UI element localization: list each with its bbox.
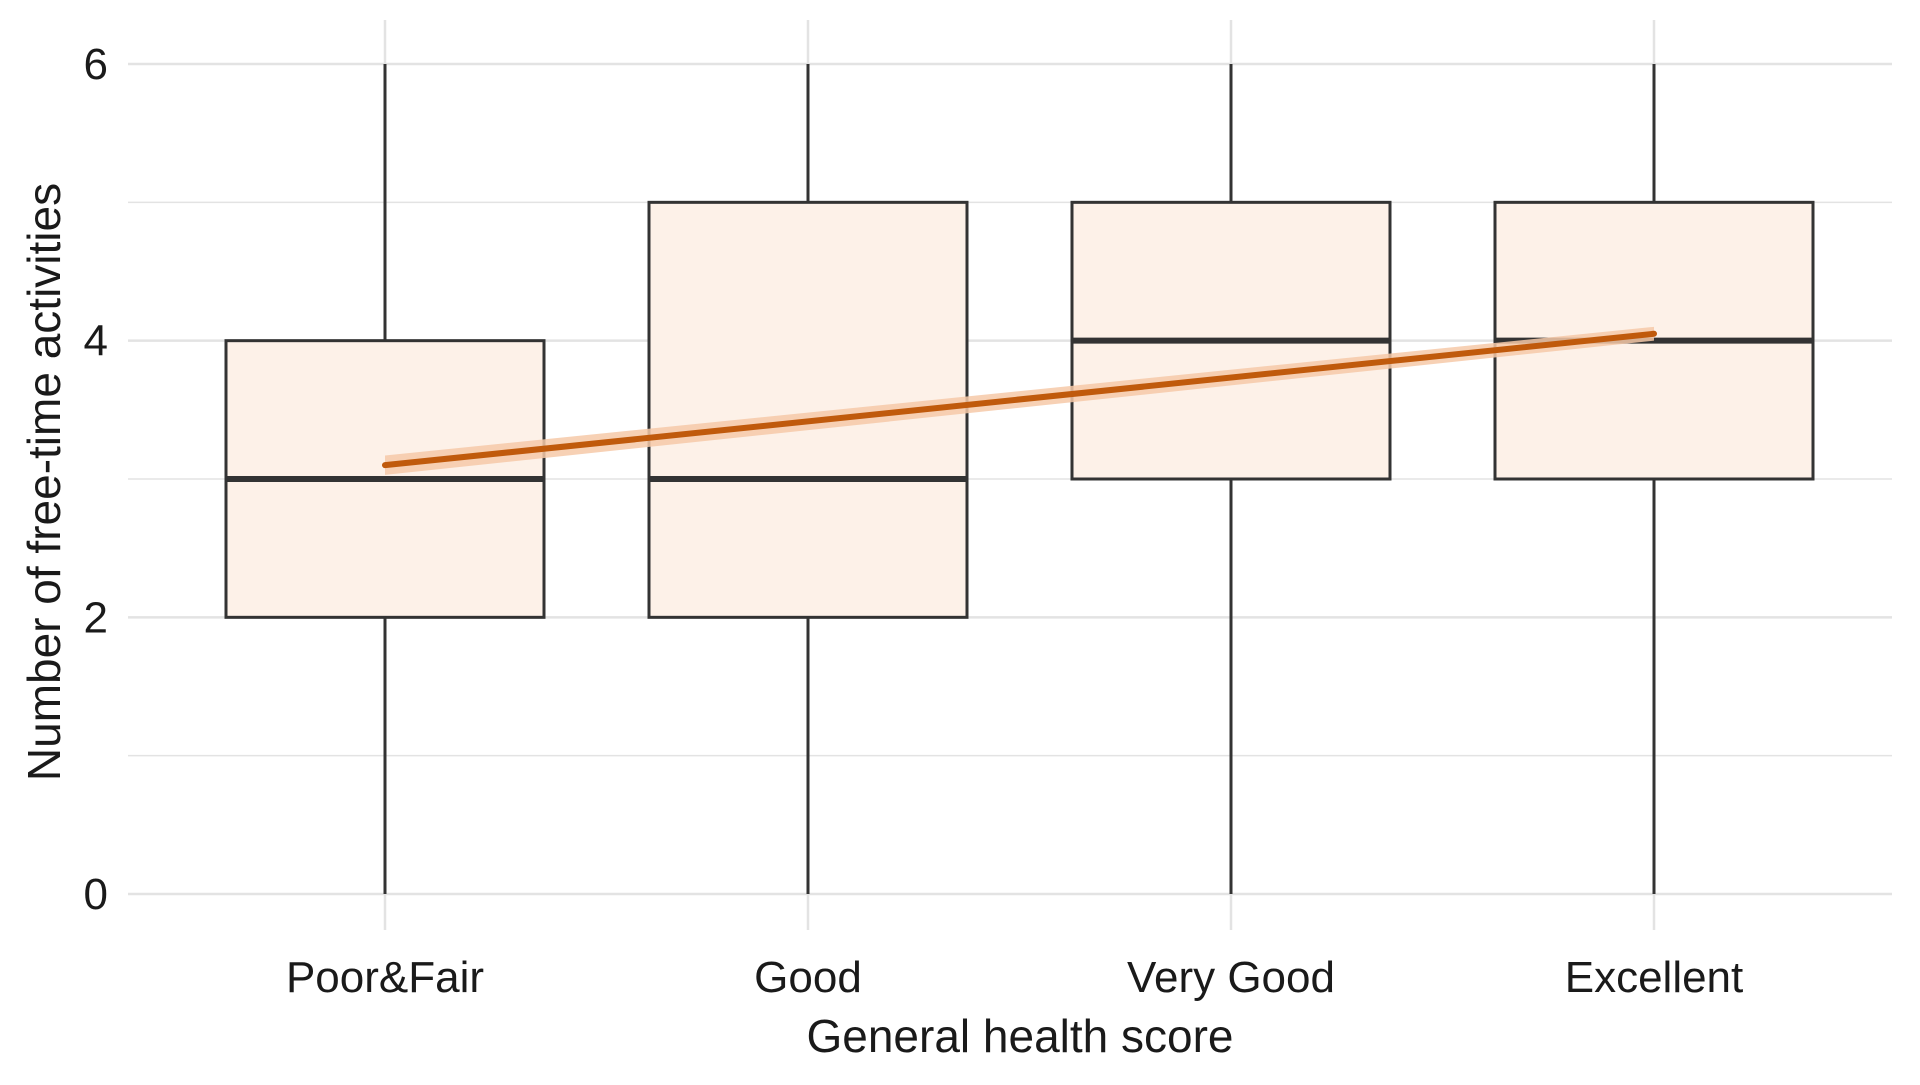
- x-axis-title: General health score: [806, 1010, 1233, 1062]
- trend-line: [382, 330, 1657, 469]
- box-very-good: [1070, 64, 1392, 894]
- box-good: [647, 64, 969, 894]
- x-tick-label: Good: [754, 953, 862, 1002]
- x-tick-label: Very Good: [1127, 953, 1335, 1002]
- x-tick-label: Excellent: [1565, 953, 1744, 1002]
- y-axis-title: Number of free-time activities: [18, 183, 70, 781]
- x-axis-ticks: Poor&Fair Good Very Good Excellent: [286, 953, 1743, 1002]
- x-tick-label: Poor&Fair: [286, 953, 484, 1002]
- y-tick-label: 6: [84, 40, 108, 89]
- box-excellent: [1493, 64, 1815, 894]
- y-tick-label: 0: [84, 870, 108, 919]
- y-tick-label: 4: [84, 317, 108, 366]
- box-poor-fair: [224, 64, 546, 894]
- y-axis-ticks: 0 2 4 6: [84, 40, 108, 919]
- trend-line-group: [382, 326, 1657, 475]
- y-tick-label: 2: [84, 593, 108, 642]
